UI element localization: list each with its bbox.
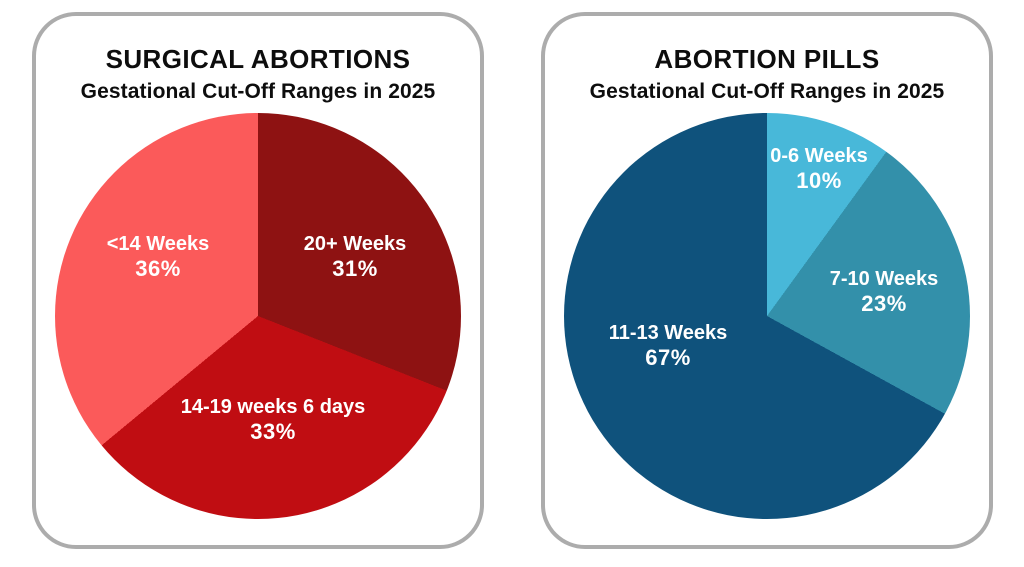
slice-range-label: 0-6 Weeks [770,144,868,167]
chart-subtitle: Gestational Cut-Off Ranges in 2025 [80,80,436,103]
slice-range-label: <14 Weeks [106,232,210,255]
pie-slice-label-14-19-weeks: 14-19 weeks 6 days 33% [181,395,366,445]
slice-percent-label: 36% [135,255,181,281]
surgical-abortions-pie-chart: 20+ Weeks 31% 14-19 weeks 6 days 33% <14… [55,113,461,519]
slice-range-label: 7-10 Weeks [829,267,939,290]
abortion-pills-pie-chart: 0-6 Weeks 10% 7-10 Weeks 23% 11-13 Weeks… [564,113,970,519]
slice-range-label: 11-13 Weeks [608,321,728,344]
slice-percent-label: 31% [332,255,378,281]
pie-slice-label-11-13-weeks: 11-13 Weeks 67% [609,321,728,371]
slice-range-label: 20+ Weeks [303,232,407,255]
pie-slice-label-20plus-weeks: 20+ Weeks 31% [304,232,407,282]
slice-percent-label: 33% [250,418,296,444]
abortion-pills-card: ABORTION PILLS Gestational Cut-Off Range… [541,12,993,549]
slice-percent-label: 23% [861,290,907,316]
slice-percent-label: 67% [645,344,691,370]
page-title: ABORTION PILLS [654,44,880,74]
page-title: SURGICAL ABORTIONS [105,44,411,74]
chart-subtitle: Gestational Cut-Off Ranges in 2025 [589,80,945,103]
pie-slice-label-under-14-weeks: <14 Weeks 36% [107,232,210,282]
pie-slice-label-7-10-weeks: 7-10 Weeks 23% [830,267,939,317]
surgical-abortions-card: SURGICAL ABORTIONS Gestational Cut-Off R… [32,12,484,549]
slice-percent-label: 10% [796,167,842,193]
pie-slice-label-0-6-weeks: 0-6 Weeks 10% [770,144,867,194]
slice-range-label: 14-19 weeks 6 days [180,395,366,418]
